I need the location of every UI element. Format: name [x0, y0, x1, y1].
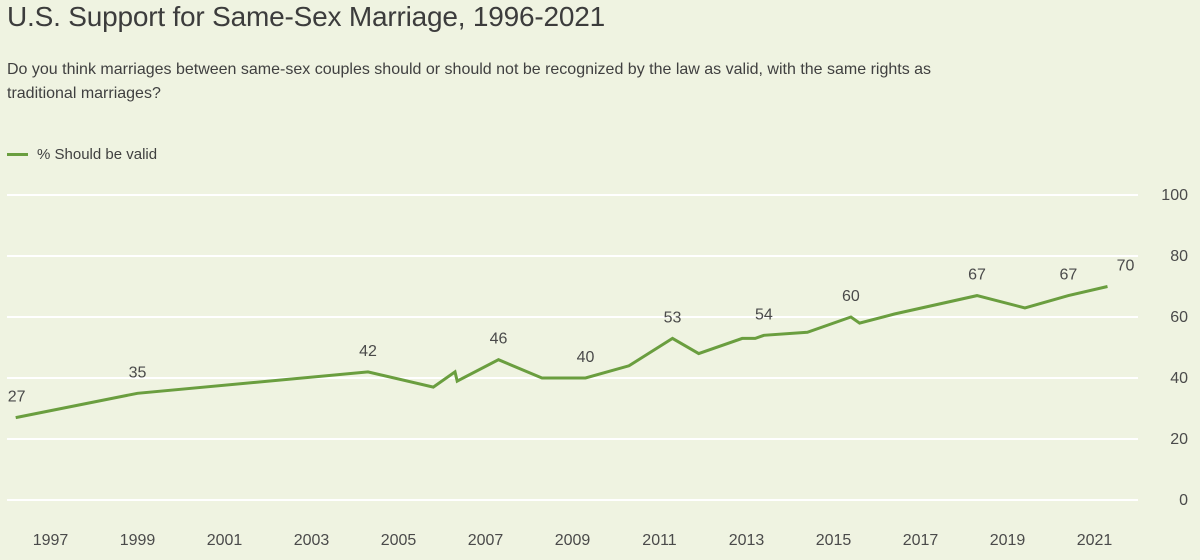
- x-axis-ticks: 1997 1999 2001 2003 2005 2007 2009 2011 2013 2015…: [33, 532, 1113, 549]
- x-tick-label: 2009: [555, 532, 591, 549]
- x-tick-label: 2017: [903, 532, 939, 549]
- data-label: 60: [842, 288, 860, 305]
- x-tick-label: 2007: [468, 532, 504, 549]
- x-tick-label: 2005: [381, 532, 417, 549]
- y-tick-label: 20: [1170, 431, 1188, 448]
- data-labels: 27 35 42 46 40 53 54 60 67 67 70: [8, 258, 1135, 406]
- data-label: 35: [129, 364, 147, 381]
- data-label: 67: [968, 267, 986, 284]
- x-tick-label: 2003: [294, 532, 330, 549]
- chart-title: U.S. Support for Same-Sex Marriage, 1996…: [7, 1, 605, 32]
- y-tick-label: 100: [1161, 187, 1188, 204]
- data-label: 54: [755, 306, 773, 323]
- x-tick-label: 1997: [33, 532, 69, 549]
- series-line-0: [15, 285, 1108, 420]
- y-tick-label: 40: [1170, 370, 1188, 387]
- data-label: 40: [577, 349, 595, 366]
- data-label: 53: [664, 309, 682, 326]
- x-tick-label: 2021: [1077, 532, 1113, 549]
- y-axis-ticks: 0 20 40 60 80 100: [1161, 187, 1188, 509]
- y-tick-label: 80: [1170, 248, 1188, 265]
- y-tick-label: 0: [1179, 492, 1188, 509]
- data-label: 27: [8, 389, 26, 406]
- series: [15, 285, 1108, 420]
- chart-subtitle: Do you think marriages between same-sex …: [7, 61, 932, 102]
- legend-label: % Should be valid: [37, 145, 158, 163]
- legend-line-swatch: [7, 152, 28, 156]
- data-label: 46: [490, 331, 508, 348]
- x-tick-label: 2001: [207, 532, 243, 549]
- x-tick-label: 2013: [729, 532, 765, 549]
- legend: % Should be valid: [7, 144, 157, 164]
- data-label: 67: [1060, 267, 1078, 284]
- x-tick-label: 1999: [120, 532, 156, 549]
- x-tick-label: 2019: [990, 532, 1026, 549]
- gridlines: [7, 194, 1138, 501]
- x-tick-label: 2015: [816, 532, 852, 549]
- y-tick-label: 60: [1170, 309, 1188, 326]
- data-label: 70: [1117, 258, 1135, 275]
- data-label: 42: [359, 343, 377, 360]
- x-tick-label: 2011: [642, 532, 677, 549]
